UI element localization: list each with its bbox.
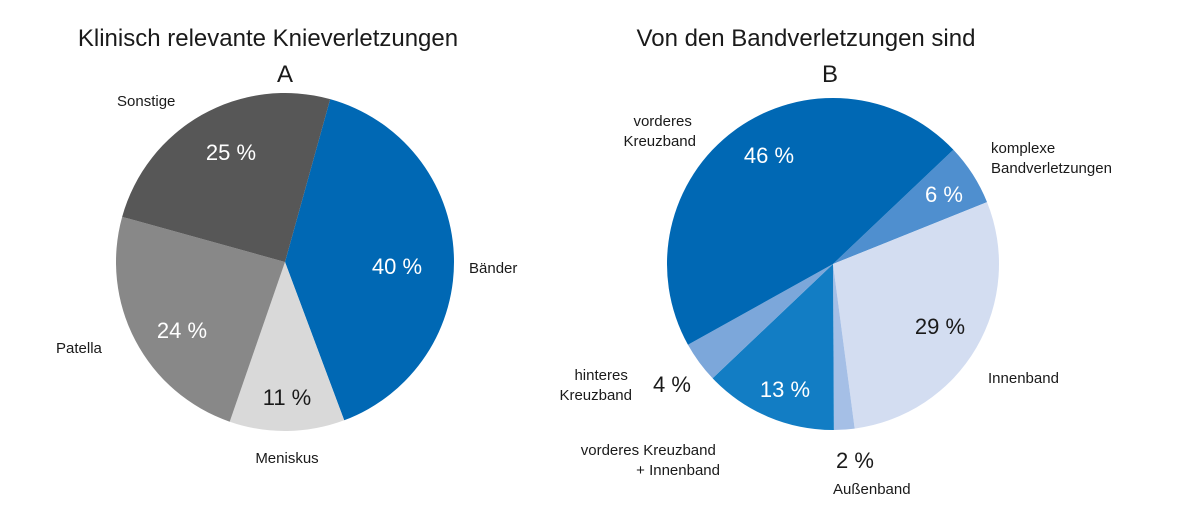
category-label-baender: Bänder [469, 260, 517, 277]
chart-b-title: Von den Bandverletzungen sind [637, 25, 976, 52]
pie-slice-innenband [833, 202, 1000, 429]
category-label-komplexe: komplexe Bandverletzungen [991, 140, 1112, 177]
category-label-meniskus: Meniskus [255, 450, 318, 467]
category-label-hinteres: hinteres Kreuzband [559, 367, 632, 404]
value-label-meniskus: 11 % [263, 385, 312, 410]
category-label-hinteres-line1: hinteres [574, 367, 627, 384]
pie-slice-hinteres-kreuzband [687, 264, 833, 379]
value-label-innenband: 29 % [915, 314, 965, 339]
chart-a-panel-letter: A [277, 61, 293, 88]
category-label-komplexe-line1: komplexe [991, 140, 1055, 157]
value-label-komplexe: 6 % [925, 182, 963, 207]
category-label-vkb-innenband: vorderes Kreuzband + Innenband [581, 442, 720, 479]
chart-a: Klinisch relevante Knieverletzungen A 40… [56, 25, 517, 467]
chart-a-category-labels: Bänder Meniskus Patella Sonstige [56, 93, 517, 467]
pie-slice-aussenband [833, 264, 855, 430]
value-label-hinteres: 4 % [653, 372, 691, 397]
category-label-sonstige: Sonstige [117, 93, 175, 110]
category-label-komplexe-line2: Bandverletzungen [991, 160, 1112, 177]
value-label-baender: 40 % [372, 254, 422, 279]
chart-b-panel-letter: B [822, 61, 838, 88]
category-label-hinteres-line2: Kreuzband [559, 387, 632, 404]
chart-a-title: Klinisch relevante Knieverletzungen [78, 25, 458, 52]
category-label-aussenband: Außenband [833, 481, 911, 498]
value-label-aussenband: 2 % [836, 448, 874, 473]
pie-slice-vorderes-kreuzband [666, 97, 954, 345]
chart-b-value-labels: 6 % 29 % 2 % 13 % 4 % 46 % [653, 143, 965, 473]
category-label-vorderes: vorderes Kreuzband [623, 113, 696, 150]
value-label-vkb-innenband: 13 % [760, 377, 810, 402]
chart-a-value-labels: 40 % 11 % 24 % 25 % [157, 140, 422, 410]
value-label-patella: 24 % [157, 318, 207, 343]
category-label-innenband: Innenband [988, 370, 1059, 387]
pie-slice-vorderes-kreuzband-innenband [712, 264, 834, 431]
pie-slice-sonstige [122, 93, 331, 262]
category-label-vorderes-line1: vorderes [633, 113, 691, 130]
category-label-vkb-innenband-line2: + Innenband [636, 462, 720, 479]
pie-slice-komplexe-bandverletzungen [833, 149, 988, 264]
pie-slice-baender [285, 99, 454, 421]
chart-b-category-labels: komplexe Bandverletzungen Innenband Auße… [559, 113, 1112, 498]
category-label-vkb-innenband-line1: vorderes Kreuzband [581, 442, 716, 459]
chart-a-slices [116, 93, 454, 432]
category-label-patella: Patella [56, 340, 103, 357]
value-label-sonstige: 25 % [206, 140, 256, 165]
chart-b-slices [666, 97, 1000, 431]
pie-slice-meniskus [229, 262, 345, 432]
category-label-vorderes-line2: Kreuzband [623, 133, 696, 150]
value-label-vorderes: 46 % [744, 143, 794, 168]
pie-slice-patella [116, 216, 285, 422]
chart-b: Von den Bandverletzungen sind B 6 % 29 %… [559, 25, 1112, 498]
